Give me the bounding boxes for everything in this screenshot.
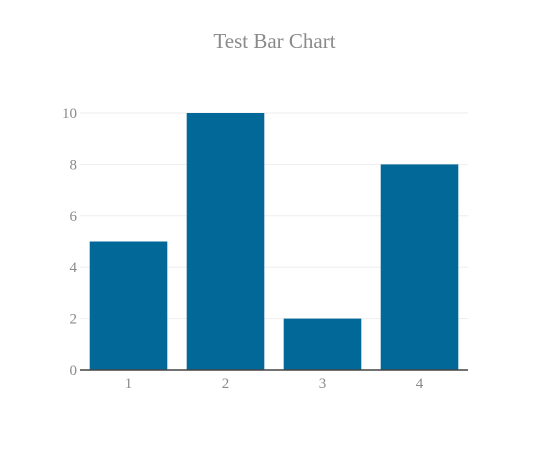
bars bbox=[89, 113, 459, 370]
y-tick-label: 10 bbox=[62, 106, 77, 122]
y-tick-label: 4 bbox=[70, 260, 78, 276]
x-tick-label: 2 bbox=[222, 376, 230, 392]
bar-2 bbox=[186, 113, 265, 370]
bar-4 bbox=[380, 164, 459, 370]
x-tick-labels: 1 2 3 4 bbox=[125, 376, 424, 392]
x-tick-label: 4 bbox=[416, 376, 424, 392]
y-tick-label: 0 bbox=[70, 363, 78, 379]
y-tick-labels: 0 2 4 6 8 10 bbox=[62, 106, 78, 379]
bar-1 bbox=[89, 241, 168, 370]
x-tick-label: 1 bbox=[125, 376, 133, 392]
x-tick-label: 3 bbox=[319, 376, 327, 392]
y-tick-label: 2 bbox=[70, 312, 78, 328]
y-tick-label: 8 bbox=[70, 157, 78, 173]
y-tick-label: 6 bbox=[70, 209, 78, 225]
bar-3 bbox=[283, 318, 362, 370]
chart-title: Test Bar Chart bbox=[213, 29, 336, 53]
